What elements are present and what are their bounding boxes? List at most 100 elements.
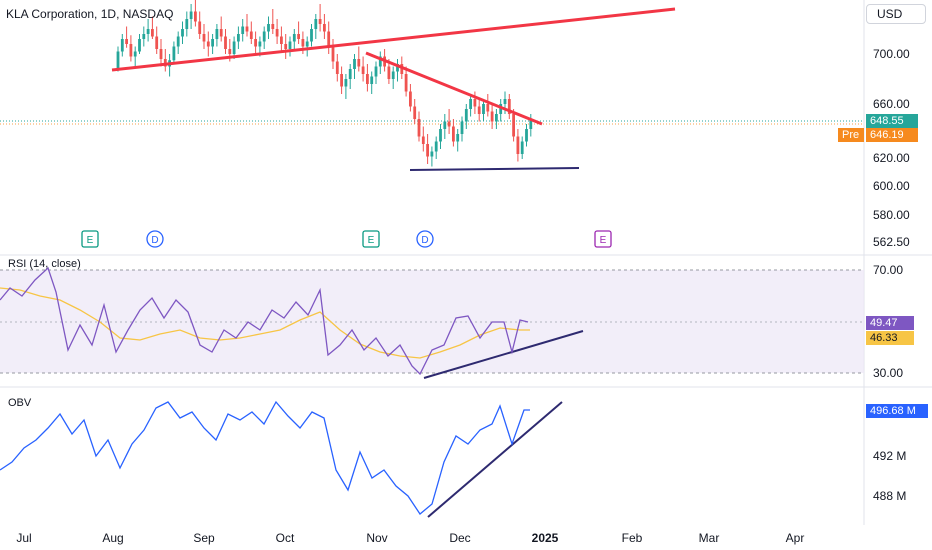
candle-body[interactable] — [241, 26, 245, 35]
candle-body[interactable] — [344, 79, 348, 87]
candle-body[interactable] — [280, 36, 283, 45]
candle-body[interactable] — [129, 44, 133, 57]
candles-layer[interactable] — [116, 0, 533, 167]
candle-body[interactable] — [258, 41, 262, 47]
candle-body[interactable] — [473, 99, 477, 107]
candle-body[interactable] — [469, 99, 472, 109]
candle-body[interactable] — [267, 24, 270, 32]
candle-body[interactable] — [146, 29, 150, 34]
candle-body[interactable] — [224, 36, 227, 50]
currency-button[interactable]: USD — [866, 4, 926, 24]
candle-body[interactable] — [271, 24, 275, 29]
candle-body[interactable] — [219, 29, 223, 37]
candle-body[interactable] — [211, 39, 214, 47]
candle-body[interactable] — [520, 141, 524, 155]
candle-body[interactable] — [499, 104, 503, 114]
candle-body[interactable] — [142, 34, 146, 39]
candle-body[interactable] — [314, 19, 318, 29]
obv-label[interactable]: OBV — [8, 397, 32, 409]
candle-body[interactable] — [370, 76, 374, 85]
candle-body[interactable] — [426, 144, 429, 157]
candle-body[interactable] — [254, 39, 257, 47]
candle-body[interactable] — [185, 19, 189, 29]
candle-body[interactable] — [525, 129, 528, 142]
candle-body[interactable] — [176, 36, 180, 47]
candle-body[interactable] — [464, 109, 468, 122]
candle-body[interactable] — [409, 91, 412, 107]
candle-body[interactable] — [443, 121, 447, 130]
candle-body[interactable] — [172, 46, 176, 61]
event-marker-earnings[interactable] — [362, 230, 380, 248]
candle-body[interactable] — [421, 136, 425, 145]
candle-body[interactable] — [202, 34, 206, 42]
candle-body[interactable] — [477, 106, 481, 115]
event-marker-earnings-upcoming[interactable] — [594, 230, 612, 248]
candle-body[interactable] — [413, 106, 417, 120]
trendline-descending-red[interactable] — [365, 51, 543, 126]
candle-body[interactable] — [288, 41, 292, 50]
candle-body[interactable] — [138, 39, 141, 52]
candle-body[interactable] — [387, 66, 391, 80]
candle-body[interactable] — [404, 74, 408, 92]
candle-body[interactable] — [516, 136, 520, 155]
candle-body[interactable] — [503, 99, 507, 104]
candle-body[interactable] — [366, 74, 369, 84]
trendline-upper-red[interactable] — [111, 7, 676, 72]
candle-body[interactable] — [275, 29, 279, 37]
event-marker-dividend[interactable] — [416, 230, 434, 248]
candle-body[interactable] — [181, 29, 184, 37]
candle-body[interactable] — [361, 66, 365, 75]
candle-body[interactable] — [125, 39, 128, 44]
candle-body[interactable] — [335, 61, 339, 75]
support-line-navy[interactable] — [409, 167, 580, 171]
obv-trendline-navy[interactable] — [427, 401, 563, 518]
candle-body[interactable] — [357, 59, 361, 67]
candle-body[interactable] — [151, 29, 154, 37]
candle-body[interactable] — [249, 31, 253, 40]
candle-body[interactable] — [215, 29, 219, 39]
candle-body[interactable] — [430, 151, 434, 157]
candle-body[interactable] — [396, 64, 399, 72]
candle-body[interactable] — [116, 51, 120, 70]
candle-body[interactable] — [482, 104, 485, 114]
candle-body[interactable] — [323, 24, 326, 32]
candle-body[interactable] — [292, 34, 296, 42]
candle-body[interactable] — [434, 141, 438, 152]
candle-body[interactable] — [529, 119, 533, 129]
candle-body[interactable] — [305, 41, 309, 47]
candle-body[interactable] — [460, 121, 464, 135]
candle-body[interactable] — [327, 31, 331, 47]
candle-body[interactable] — [133, 51, 137, 57]
candle-body[interactable] — [486, 104, 490, 112]
candle-body[interactable] — [228, 49, 232, 54]
candle-body[interactable] — [353, 59, 356, 69]
candle-body[interactable] — [348, 69, 352, 79]
candle-body[interactable] — [331, 46, 335, 62]
event-marker-earnings[interactable] — [81, 230, 99, 248]
candle-body[interactable] — [189, 11, 193, 20]
candle-body[interactable] — [512, 114, 515, 137]
candle-body[interactable] — [206, 41, 210, 47]
candle-body[interactable] — [439, 129, 442, 142]
candle-body[interactable] — [194, 11, 197, 22]
event-marker-dividend[interactable] — [146, 230, 164, 248]
candle-body[interactable] — [310, 29, 313, 42]
candle-body[interactable] — [507, 99, 511, 114]
candle-body[interactable] — [452, 126, 455, 142]
candle-body[interactable] — [456, 134, 460, 142]
rsi-label[interactable]: RSI (14, close) — [8, 258, 81, 270]
candle-body[interactable] — [495, 114, 498, 122]
candle-body[interactable] — [301, 39, 305, 47]
candle-body[interactable] — [447, 121, 451, 127]
candle-body[interactable] — [245, 26, 249, 32]
rsi-trendline-navy[interactable] — [423, 330, 584, 379]
candle-body[interactable] — [155, 36, 159, 50]
candle-body[interactable] — [120, 39, 124, 52]
candle-body[interactable] — [340, 74, 343, 87]
candle-body[interactable] — [374, 66, 378, 77]
candle-body[interactable] — [318, 19, 322, 24]
candle-body[interactable] — [237, 34, 240, 42]
candle-body[interactable] — [262, 31, 266, 42]
candle-body[interactable] — [378, 56, 382, 67]
